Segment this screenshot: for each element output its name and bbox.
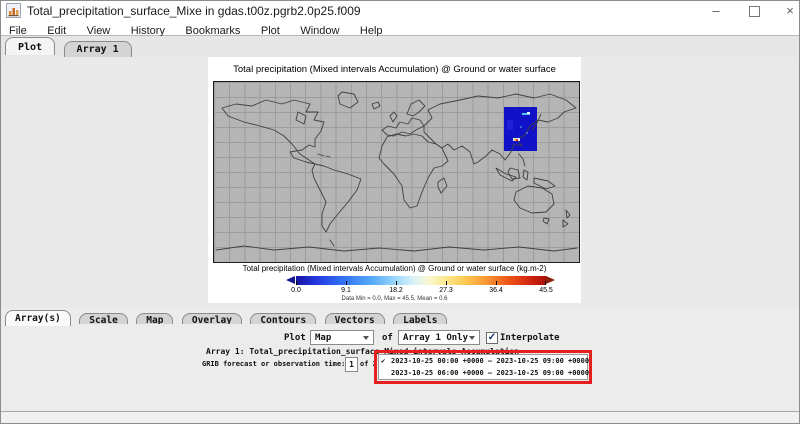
time-option-label: 2023-10-25 00:00 +0000 — 2023-10-25 09:0… [391,357,590,365]
menu-bookmarks[interactable]: Bookmarks [185,25,241,37]
tab-plot[interactable]: Plot [5,37,56,55]
menu-edit[interactable]: Edit [47,25,67,37]
of-label: of [382,333,393,343]
plot-image: Total precipitation (Mixed intervals Acc… [208,57,581,303]
colorbar-tick [396,281,397,285]
colorbar-tick-label: 9.1 [341,287,351,294]
menu-window[interactable]: Window [300,25,340,37]
tab-arrays[interactable]: Array(s) [5,310,71,326]
menu-help[interactable]: Help [359,25,383,37]
plot-label: Plot [284,333,306,343]
time-index-field[interactable]: 1 [345,357,358,372]
title-bar: Total_precipitation_surface_Mixe in gdas… [1,1,799,21]
colorbar-under-arrow [286,276,295,284]
world-map-svg [215,91,578,252]
colorbar-tick [545,281,546,285]
time-option-label: 2023-10-25 06:00 +0000 — 2023-10-25 09:0… [391,369,590,377]
precip-speckles [513,112,530,141]
array-select-value: Array 1 Only [403,333,469,343]
colorbar [296,276,546,285]
check-icon: ✔ [381,357,386,365]
footer-strip [1,411,799,423]
chevron-down-icon [469,336,475,340]
plot-type-select[interactable]: Map [310,330,374,345]
menu-file[interactable]: File [9,25,27,37]
colorbar-tick-label: 45.5 [539,287,553,294]
world-map [213,81,580,263]
colorbar-tick-label: 18.2 [389,287,403,294]
colorbar-tick [496,281,497,285]
colorbar-tick-label: 36.4 [489,287,503,294]
minimize-icon[interactable]: – [712,3,720,18]
menu-view[interactable]: View [86,25,111,37]
maximize-box [748,6,760,17]
close-icon[interactable]: × [786,3,794,18]
grib-time-label: GRIB forecast or observation time: [202,360,346,368]
colorbar-tick [346,281,347,285]
maximize-icon[interactable] [739,1,769,21]
array-select[interactable]: Array 1 Only [398,330,480,345]
bottom-tab-strip: Array(s) Scale Map Overlay Contours Vect… [1,308,799,328]
time-count-label: of 2 [360,360,377,368]
plot-type-value: Map [315,333,332,343]
menu-plot[interactable]: Plot [260,25,280,37]
colorbar-tick [446,281,447,285]
chevron-down-icon [363,336,369,340]
plot-tab-content: Total precipitation (Mixed intervals Acc… [1,57,799,308]
interpolate-checkbox[interactable]: ✓ [486,332,498,344]
colorbar-over-arrow [546,276,555,284]
time-options-list: ✔ 2023-10-25 00:00 +0000 — 2023-10-25 09:… [378,354,590,380]
tab-array-1[interactable]: Array 1 [63,41,132,57]
time-option-2[interactable]: 2023-10-25 06:00 +0000 — 2023-10-25 09:0… [379,367,590,379]
plot-title: Total precipitation (Mixed intervals Acc… [233,64,556,75]
colorbar-tick-label: 0.0 [291,287,301,294]
top-tab-strip: Plot Array 1 [1,36,799,58]
data-stats: Data Min = 0.0, Max = 45.5, Mean = 0.6 [341,296,448,302]
colorbar-caption: Total precipitation (Mixed intervals Acc… [242,264,547,273]
interpolate-label: Interpolate [500,333,560,343]
menu-bar: File Edit View History Bookmarks Plot Wi… [1,21,799,37]
app-icon [6,3,21,18]
colorbar-tick [296,281,297,285]
menu-history[interactable]: History [130,25,165,37]
coastline-path [215,91,578,252]
array-info: Array 1: Total_precipitation_surface_Mix… [206,347,520,356]
time-option-1[interactable]: ✔ 2023-10-25 00:00 +0000 — 2023-10-25 09:… [379,355,590,367]
window-title: Total_precipitation_surface_Mixe in gdas… [27,4,361,18]
colorbar-tick-label: 27.3 [439,287,453,294]
